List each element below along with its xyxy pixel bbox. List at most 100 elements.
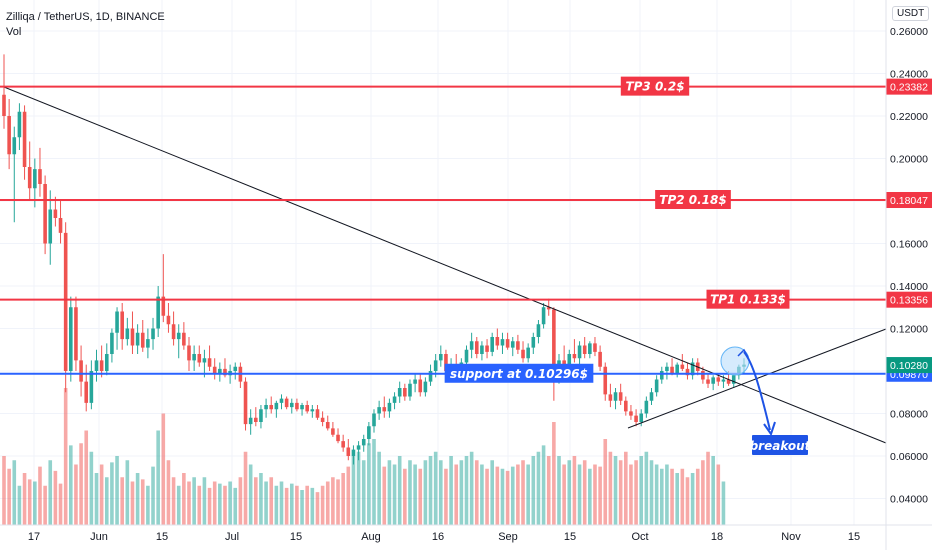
volume-bar (531, 456, 536, 525)
candle-body (629, 411, 633, 416)
candle-body (115, 311, 119, 333)
candle-body (130, 328, 135, 346)
candle-body (495, 337, 500, 346)
candle-body (259, 409, 263, 422)
candle-body (243, 381, 248, 425)
volume-bar (2, 456, 6, 525)
candle (418, 373, 423, 397)
level-price-tag (886, 192, 932, 209)
candle (731, 373, 736, 388)
candle (182, 322, 186, 350)
candle (536, 320, 541, 344)
volume-bar (690, 473, 695, 525)
volume-indicator-label[interactable]: Vol (6, 26, 22, 38)
candle-body (69, 307, 73, 371)
volume-bar (99, 464, 104, 525)
volume-bar (346, 466, 351, 525)
candle-body (74, 307, 78, 361)
candle-body (361, 439, 366, 446)
volume-bar (110, 462, 114, 525)
volume-bar (146, 485, 150, 525)
candle (588, 341, 592, 359)
candle (495, 328, 500, 350)
candle-body (572, 354, 577, 359)
candle (654, 375, 659, 397)
candle-body (269, 405, 274, 410)
candle-body (418, 379, 423, 393)
candle (356, 441, 361, 461)
candle (706, 373, 710, 388)
last-price-tag-label: 0.10280 (890, 360, 928, 372)
volume-bar (382, 466, 387, 525)
volume-bar (413, 464, 417, 525)
candle-body (654, 379, 659, 393)
price-tick-label: 0.08000 (890, 409, 928, 421)
candle-body (346, 447, 351, 456)
volume-bar (557, 456, 561, 525)
volume-bar (254, 477, 258, 525)
volume-bar (12, 460, 17, 525)
volume-bar (577, 464, 582, 525)
candle (659, 366, 664, 384)
volume-bar (377, 451, 381, 525)
volume-bar (223, 485, 227, 525)
candle (22, 105, 27, 180)
candle-body (726, 379, 731, 384)
volume-bar (495, 466, 500, 525)
candle (670, 358, 674, 376)
descending-trendline[interactable] (3, 86, 887, 444)
volume-bar (38, 466, 42, 525)
currency-unit-badge[interactable]: USDT (892, 6, 930, 21)
price-axis[interactable]: 0.260000.240000.220000.200000.180000.160… (886, 26, 932, 506)
candle (387, 398, 392, 418)
volume-bar (618, 460, 623, 525)
volume-bar (562, 464, 566, 525)
level-price-tag (886, 78, 932, 95)
candle (248, 409, 253, 435)
candle-body (279, 398, 284, 403)
level-label: support at 0.10296$ (450, 367, 588, 381)
price-tick-label: 0.24000 (890, 69, 928, 81)
candle-body (320, 417, 325, 422)
candle-body (546, 307, 551, 310)
candle (634, 409, 638, 427)
volume-bar (403, 468, 407, 525)
candle (125, 317, 130, 346)
candle-body (562, 360, 566, 365)
candle (480, 341, 484, 361)
candle-body (351, 449, 356, 456)
volume-bar (295, 485, 299, 525)
volume-bar (500, 468, 505, 525)
volume-bar (320, 485, 325, 525)
candle-body (397, 388, 402, 397)
candle-body (104, 354, 109, 371)
level-label: TP1 0.133$ (710, 293, 786, 307)
volume-bar (593, 464, 597, 525)
candle-body (680, 364, 685, 369)
candle (367, 422, 371, 446)
candle (315, 405, 320, 420)
candle-body (618, 392, 623, 401)
candle (428, 364, 433, 386)
price-tick-label: 0.16000 (890, 239, 928, 251)
candle (629, 405, 633, 420)
volume-bar (680, 468, 685, 525)
volume-bar (598, 466, 602, 525)
candle (43, 175, 47, 255)
volume-bar (582, 460, 587, 525)
time-tick-label: 15 (156, 531, 168, 543)
candle (711, 375, 715, 391)
volume-bar (624, 451, 628, 525)
symbol-title[interactable]: Zilliqa / TetherUS, 1D, BINANCE (6, 11, 165, 23)
candle-body (192, 354, 196, 361)
volume-bar (74, 464, 78, 525)
candle (598, 345, 602, 371)
volume-bar (701, 460, 705, 525)
volume-bar (233, 487, 238, 525)
time-tick-label: Aug (361, 531, 381, 543)
volume-bar (79, 443, 83, 525)
volume-bar (356, 451, 361, 525)
price-tick-label: 0.22000 (890, 111, 928, 123)
